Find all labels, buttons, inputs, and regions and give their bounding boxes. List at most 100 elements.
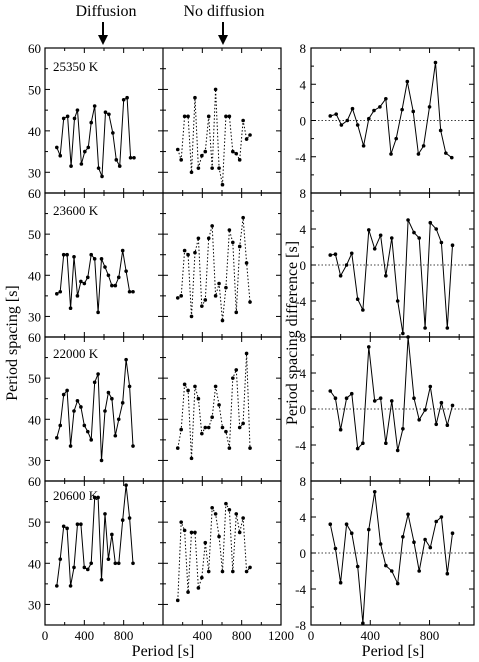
data-point [450, 531, 455, 535]
data-point [179, 520, 183, 524]
data-point [61, 116, 66, 121]
data-point [125, 95, 129, 100]
y-tick-label: 0 [300, 114, 307, 129]
data-point [338, 580, 343, 585]
right-y-axis-label: Period spacing difference [s] [284, 241, 301, 425]
data-point [186, 114, 190, 119]
data-point [444, 151, 448, 155]
data-point [338, 427, 343, 432]
data-point [196, 166, 201, 170]
data-point [220, 318, 225, 323]
data-point [227, 446, 232, 450]
data-point [389, 236, 394, 240]
data-point [175, 598, 180, 603]
data-point [400, 107, 404, 112]
data-point [113, 561, 118, 566]
data-point [378, 396, 383, 401]
data-point [423, 408, 427, 412]
data-point [378, 233, 383, 238]
data-point [241, 516, 245, 520]
data-point [210, 505, 214, 510]
data-point [328, 253, 333, 257]
data-point [182, 528, 187, 533]
data-point [131, 444, 135, 448]
data-point [200, 304, 204, 308]
data-point [65, 114, 70, 119]
data-point [372, 108, 376, 113]
data-point [103, 110, 108, 115]
data-point [175, 296, 180, 300]
data-point [61, 524, 66, 529]
data-point [131, 289, 135, 294]
data-point [231, 376, 235, 380]
data-point [227, 228, 232, 232]
data-point [349, 531, 354, 535]
data-point [417, 569, 421, 573]
data-point [350, 106, 355, 111]
data-point [237, 425, 242, 430]
data-point [372, 399, 377, 403]
data-point [106, 390, 111, 395]
data-point [395, 299, 400, 303]
data-point [434, 422, 439, 427]
data-point [127, 516, 132, 520]
data-point [355, 446, 360, 451]
data-point [428, 220, 433, 225]
data-point [120, 248, 125, 253]
no-diffusion-series-line [177, 89, 251, 185]
data-point [124, 269, 128, 273]
data-point [213, 87, 218, 92]
data-point [428, 384, 433, 389]
data-point [189, 456, 194, 461]
data-point [231, 149, 235, 154]
data-point [68, 444, 73, 448]
data-point [412, 540, 416, 544]
data-point [103, 265, 107, 269]
data-point [206, 114, 211, 119]
y-tick-label: 40 [28, 268, 41, 283]
data-point [213, 294, 218, 298]
data-point [213, 512, 218, 516]
data-point [99, 458, 104, 463]
data-point [417, 418, 421, 422]
y-tick-label: 40 [28, 556, 41, 571]
data-point [103, 409, 107, 413]
data-point [206, 236, 211, 241]
data-point [179, 294, 183, 298]
data-point [231, 569, 235, 574]
data-point [189, 314, 194, 319]
data-point [131, 561, 135, 566]
data-point [85, 275, 90, 280]
data-point [355, 564, 360, 569]
data-point [96, 310, 100, 315]
data-point [58, 557, 63, 561]
data-point [333, 252, 338, 256]
data-point [333, 396, 338, 401]
data-point [449, 155, 454, 160]
data-point [234, 151, 239, 156]
data-point [179, 427, 183, 432]
diffusion-series-line [56, 359, 134, 461]
data-point [106, 557, 111, 561]
left-x-axis-label: Period [s] [132, 643, 195, 660]
y-tick-label: 8 [300, 330, 307, 345]
y-tick-label: 4 [300, 77, 307, 92]
data-point [203, 540, 208, 545]
data-point [196, 396, 201, 401]
data-point [389, 152, 393, 156]
data-point [196, 236, 201, 241]
data-point [92, 104, 97, 108]
data-point [349, 391, 354, 396]
data-point [355, 297, 360, 302]
data-point [182, 114, 187, 119]
y-tick-label: 4 [300, 510, 307, 525]
data-point [439, 515, 444, 519]
y-tick-label: 30 [28, 309, 41, 324]
data-point [189, 530, 194, 535]
data-point [389, 569, 394, 573]
data-point [406, 218, 410, 222]
data-point [132, 155, 136, 160]
data-point [110, 283, 114, 288]
data-point [116, 275, 121, 280]
data-point [416, 152, 421, 156]
